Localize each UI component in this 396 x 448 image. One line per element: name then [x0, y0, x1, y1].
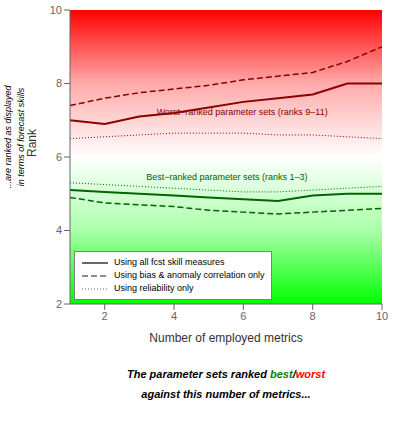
svg-text:Number of employed metrics: Number of employed metrics [149, 331, 302, 345]
svg-text:6: 6 [56, 151, 62, 163]
svg-text:4: 4 [56, 224, 62, 236]
html-text:The parameter sets ranked best: The parameter sets ranked best / worst [126, 368, 325, 380]
svg-text:8: 8 [310, 310, 316, 322]
html-text:Using all fcst skill measures: Using all fcst skill measures [114, 257, 225, 267]
svg-text:2: 2 [102, 310, 108, 322]
svg-text:4: 4 [171, 310, 177, 322]
html-text:...are ranked as displayed: ...are ranked as displayed [3, 85, 13, 189]
html-text:Using reliability only: Using reliability only [114, 283, 194, 293]
svg-text:Worst−ranked parameter sets (r: Worst−ranked parameter sets (ranks 9–11) [157, 107, 328, 117]
svg-text:6: 6 [240, 310, 246, 322]
svg-text:8: 8 [56, 77, 62, 89]
svg-text:10: 10 [50, 4, 62, 16]
html-text:Using bias & anomaly correlati: Using bias & anomaly correlation only [114, 270, 265, 280]
svg-text:Best−ranked parameter sets (ra: Best−ranked parameter sets (ranks 1–3) [146, 172, 307, 182]
svg-text:10: 10 [376, 310, 388, 322]
html-text:against this number of metrics: against this number of metrics... [141, 388, 311, 400]
svg-text:Rank: Rank [25, 128, 39, 157]
html-text:in terms of forecast skills: in terms of forecast skills [16, 87, 26, 187]
svg-text:2: 2 [56, 298, 62, 310]
